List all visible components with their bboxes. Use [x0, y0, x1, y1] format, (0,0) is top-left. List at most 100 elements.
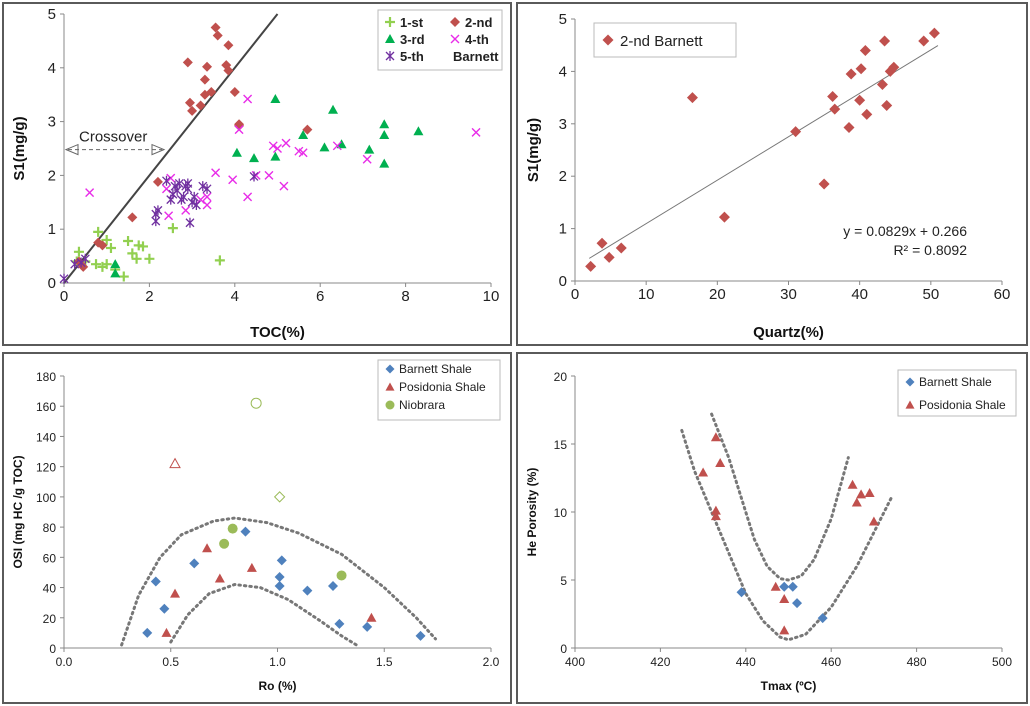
r-squared-label: R² = 0.8092	[893, 242, 967, 258]
data-point-plus	[123, 236, 134, 247]
data-point-cross	[279, 181, 289, 191]
legend-label: Posidonia Shale	[399, 380, 486, 394]
x-tick-label: 2.0	[483, 655, 500, 669]
data-point-triangle	[710, 511, 721, 521]
x-tick-label: 30	[780, 286, 797, 303]
data-point-plus	[101, 234, 112, 245]
data-point-diamond	[843, 121, 855, 133]
chart-panel-ro-osi: 0.0 0.5 1.0 1.5 2.0 0 20 40 60 80 100 120 140 160 180 R…	[2, 352, 512, 704]
x-tick-label: 60	[994, 286, 1011, 303]
data-point-triangle	[710, 505, 721, 515]
data-point-asterisk	[153, 205, 163, 216]
data-point-diamond	[234, 119, 245, 130]
data-point-asterisk	[202, 183, 212, 194]
x-tick-label: 0	[60, 288, 68, 305]
data-point-cross	[234, 125, 244, 135]
data-point-asterisk	[189, 191, 199, 202]
y-tick-label: 1	[48, 221, 56, 238]
data-point-cross	[196, 195, 206, 205]
data-point-triangle	[385, 34, 395, 43]
y-tick-label: 5	[48, 6, 56, 23]
data-point-triangle	[905, 400, 915, 409]
chart-panel-tmax-porosity: 400 420 440 460 480 500 0 5 10 15 20 Tmax (ºC) He Po…	[516, 352, 1028, 704]
y-tick-label: 0	[560, 642, 567, 656]
data-point-diamond	[918, 35, 930, 47]
legend-label: Barnett Shale	[399, 362, 472, 376]
data-point-diamond	[686, 92, 698, 104]
legend-label: 5-th	[400, 49, 424, 64]
ro-osi-scatter-chart: 0.0 0.5 1.0 1.5 2.0 0 20 40 60 80 100 120 140 160 180 R…	[11, 359, 501, 693]
legend-box	[593, 22, 737, 58]
data-point-plus	[167, 223, 178, 234]
data-point-diamond	[585, 260, 597, 272]
data-point-asterisk	[59, 273, 69, 284]
x-tick-label: 8	[401, 288, 409, 305]
data-point-cross	[228, 175, 238, 185]
legend-box	[377, 359, 501, 421]
data-point-triangle	[270, 151, 281, 161]
data-point-triangle	[379, 158, 390, 168]
x-tick-label: 20	[709, 286, 726, 303]
data-point-triangle	[214, 573, 225, 583]
y-tick-label: 160	[36, 400, 56, 414]
data-point-diamond	[928, 27, 940, 39]
data-point-triangle	[110, 259, 121, 269]
legend-label: Posidonia Shale	[919, 398, 1006, 412]
data-point-triangle	[161, 627, 172, 637]
y-tick-label: 5	[559, 11, 567, 28]
y-axis-title: S1(mg/g)	[525, 118, 542, 182]
y-tick-label: 2	[559, 168, 567, 185]
data-point-circle	[227, 523, 238, 534]
data-point-triangle	[202, 543, 213, 553]
y-tick-label: 100	[36, 491, 56, 505]
data-point-triangle	[246, 562, 257, 572]
chart-panel-quartz-s1: 0 10 20 30 40 50 60 0 1 2 3 4 5 Quartz(%) S1(mg/g) y = …	[516, 2, 1028, 346]
tmax-porosity-scatter-chart: 400 420 440 460 480 500 0 5 10 15 20 Tmax (ºC) He Po…	[525, 369, 1017, 693]
y-tick-label: 0	[48, 275, 56, 292]
data-point-cross	[85, 188, 95, 198]
data-point-diamond	[202, 61, 213, 72]
arrow-head-right	[151, 143, 166, 156]
data-point-diamond	[385, 364, 395, 374]
envelope-curve-inner	[710, 412, 850, 582]
data-point-diamond	[152, 176, 163, 187]
data-point-diamond	[790, 126, 802, 138]
y-axis-title: He Porosity (%)	[525, 468, 539, 557]
data-point-plus	[144, 253, 155, 264]
y-tick-label: 180	[36, 370, 56, 384]
envelope-curve-outer	[120, 516, 437, 647]
data-point-plus	[385, 17, 395, 27]
data-point-diamond	[829, 103, 841, 115]
data-point-triangle	[366, 612, 377, 622]
data-point-diamond	[817, 613, 828, 624]
data-point-diamond	[818, 178, 830, 190]
data-point-triangle	[779, 594, 790, 604]
data-point-asterisk	[174, 178, 184, 189]
data-point-plus	[93, 226, 104, 237]
data-point-plus	[73, 246, 84, 257]
data-point-diamond	[223, 40, 234, 51]
x-tick-label: 6	[316, 288, 324, 305]
x-tick-label: 2	[145, 288, 153, 305]
data-point-diamond	[142, 627, 153, 638]
data-point-cross	[471, 127, 481, 137]
data-point-cross	[281, 138, 291, 148]
data-point-diamond	[736, 587, 747, 598]
data-point-asterisk	[168, 189, 178, 200]
data-point-cross	[264, 170, 274, 180]
data-point-cross	[243, 94, 253, 104]
y-tick-label: 120	[36, 461, 56, 475]
data-point-triangle	[779, 625, 790, 635]
data-point-circle	[385, 400, 395, 410]
data-point-diamond	[881, 99, 893, 111]
data-point-asterisk	[249, 171, 259, 182]
data-point-triangle	[698, 467, 709, 477]
data-point-plus	[127, 248, 138, 259]
data-point-triangle	[385, 382, 395, 391]
data-point-cross	[332, 141, 342, 151]
data-point-diamond	[189, 558, 200, 569]
data-point-diamond	[596, 237, 608, 249]
x-tick-label: 0.5	[162, 655, 179, 669]
x-axis-title: Ro (%)	[259, 679, 297, 693]
data-point-cross	[202, 192, 212, 202]
